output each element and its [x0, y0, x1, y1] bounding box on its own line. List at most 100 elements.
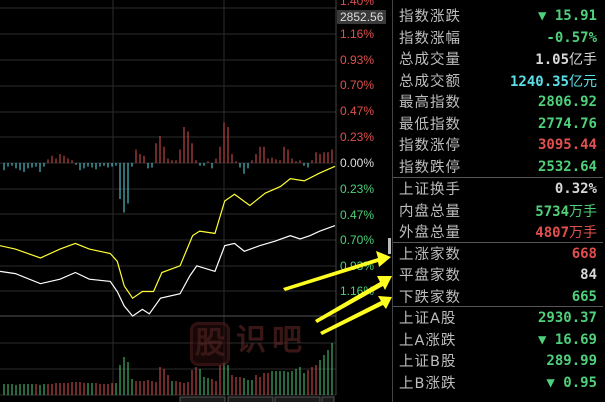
quote-row: 最高指数 2806.92	[393, 91, 603, 112]
quote-value: 1240.35亿元	[510, 71, 597, 91]
arrow-icon	[320, 296, 392, 335]
section-divider	[393, 306, 603, 307]
quote-label: 最低指数	[399, 117, 461, 133]
watermark-char: 识	[236, 323, 266, 358]
quote-label: 上证A股	[399, 311, 457, 327]
quote-label: 平盘家数	[399, 268, 461, 284]
axis-label-up: 0.23%	[340, 129, 375, 144]
quote-row: 上B涨跌 ▼ 0.95	[393, 372, 603, 393]
average-line	[0, 165, 336, 300]
quote-row: 外盘总量 4807万手	[393, 221, 603, 242]
arrow-icon	[283, 251, 391, 291]
quote-value: 1.05亿手	[535, 49, 597, 69]
quote-value: 2930.37	[538, 310, 597, 326]
quote-row: 下跌家数 665	[393, 286, 603, 307]
value-unit: 亿元	[569, 73, 597, 90]
quote-value: 4807万手	[535, 222, 597, 242]
quote-value: -0.57%	[546, 30, 597, 46]
value-number: 3095.44	[537, 136, 597, 153]
quote-row: 总成交额 1240.35亿元	[393, 70, 603, 91]
quote-value: 5734万手	[535, 201, 597, 221]
index-line	[0, 225, 336, 317]
value-unit: 万手	[569, 203, 597, 220]
value-number: 4807	[535, 224, 569, 241]
quote-value: ▼ 16.69	[538, 332, 597, 348]
quote-row: 指数涨停 3095.44	[393, 134, 603, 155]
bottom-tab	[179, 396, 226, 402]
value-unit: 万手	[569, 224, 597, 241]
quote-label: 上B涨跌	[399, 376, 457, 392]
value-number: 84	[580, 266, 597, 283]
quote-label: 总成交额	[399, 74, 461, 90]
intraday-chart	[0, 0, 337, 402]
quote-label: 指数涨幅	[399, 31, 461, 47]
value-number: 1.05	[535, 51, 569, 68]
value-number: 2930.37	[537, 309, 597, 326]
value-number: 289.99	[546, 352, 597, 369]
arrow-icon	[315, 276, 392, 323]
quote-row: 上证换手 0.32%	[393, 178, 603, 199]
current-price-badge: 2852.56	[337, 10, 387, 24]
value-number: 2806.92	[537, 93, 597, 110]
quote-row: 指数涨幅 -0.57%	[393, 27, 603, 48]
quote-row: 内盘总量 5734万手	[393, 200, 603, 221]
axis-label-up: 0.70%	[340, 78, 375, 93]
quote-row: 上证B股 289.99	[393, 350, 603, 371]
quote-label: 上A涨跌	[399, 333, 457, 349]
axis-label-down: 0.23%	[340, 182, 375, 196]
quote-label: 最高指数	[399, 95, 461, 111]
quote-value: 0.32%	[555, 181, 597, 197]
quote-value: 665	[572, 289, 597, 305]
value-number: ▼ 16.69	[537, 331, 597, 348]
axis-label-down: 0.70%	[340, 233, 375, 247]
value-number: 665	[571, 288, 597, 305]
bottom-tab	[274, 396, 321, 402]
quote-value: 2806.92	[538, 94, 597, 110]
axis-label-zero: 0.00%	[340, 156, 375, 170]
quote-row: 上证A股 2930.37	[393, 307, 603, 328]
quote-value: ▼ 15.91	[538, 8, 597, 24]
bottom-tab	[321, 396, 335, 402]
quote-label: 指数涨跌	[399, 9, 461, 25]
value-number: ▼ 15.91	[537, 7, 597, 24]
quote-value: 668	[572, 246, 597, 262]
bottom-tab	[227, 396, 274, 402]
value-number: -0.57%	[546, 29, 597, 46]
quote-row: 平盘家数 84	[393, 264, 603, 285]
quote-value: 3095.44	[538, 137, 597, 153]
quote-label: 总成交量	[399, 52, 461, 68]
quote-value: ▼ 0.95	[546, 375, 597, 391]
value-number: 2532.64	[537, 158, 597, 175]
quote-value: 289.99	[546, 353, 597, 369]
quote-label: 内盘总量	[399, 204, 461, 220]
scrollbar[interactable]	[388, 238, 391, 254]
quote-label: 上证B股	[399, 354, 457, 370]
quote-row: 上A涨跌 ▼ 16.69	[393, 329, 603, 350]
section-divider	[393, 242, 603, 243]
quote-row: 指数跌停 2532.64	[393, 156, 603, 177]
value-number: ▼ 0.95	[546, 374, 597, 391]
watermark-logo: 股识吧	[190, 322, 302, 366]
axis-label-top: 1.40%	[340, 0, 375, 8]
quote-value: 2774.76	[538, 116, 597, 132]
quote-label: 下跌家数	[399, 290, 461, 306]
value-number: 0.32%	[554, 180, 597, 197]
quote-panel: 指数涨跌 ▼ 15.91 指数涨幅 -0.57% 总成交量 1.05亿手总成交额 1240.…	[392, 0, 605, 402]
quote-value: 84	[580, 267, 597, 283]
value-number: 668	[571, 245, 597, 262]
value-number: 1240.35	[509, 73, 569, 90]
value-number: 2774.76	[537, 115, 597, 132]
axis-label-up: 1.16%	[340, 27, 375, 41]
watermark-char: 吧	[272, 323, 302, 358]
quote-row: 指数涨跌 ▼ 15.91	[393, 5, 603, 26]
quote-label: 指数涨停	[399, 138, 461, 154]
quote-row: 总成交量 1.05亿手	[393, 48, 603, 69]
quote-label: 上涨家数	[399, 247, 461, 263]
section-divider	[393, 177, 603, 178]
quote-row: 最低指数 2774.76	[393, 113, 603, 134]
value-number: 5734	[535, 203, 569, 220]
axis-label-up: 0.47%	[340, 104, 375, 119]
quote-label: 上证换手	[399, 182, 461, 198]
axis-label-up: 0.93%	[340, 52, 375, 67]
